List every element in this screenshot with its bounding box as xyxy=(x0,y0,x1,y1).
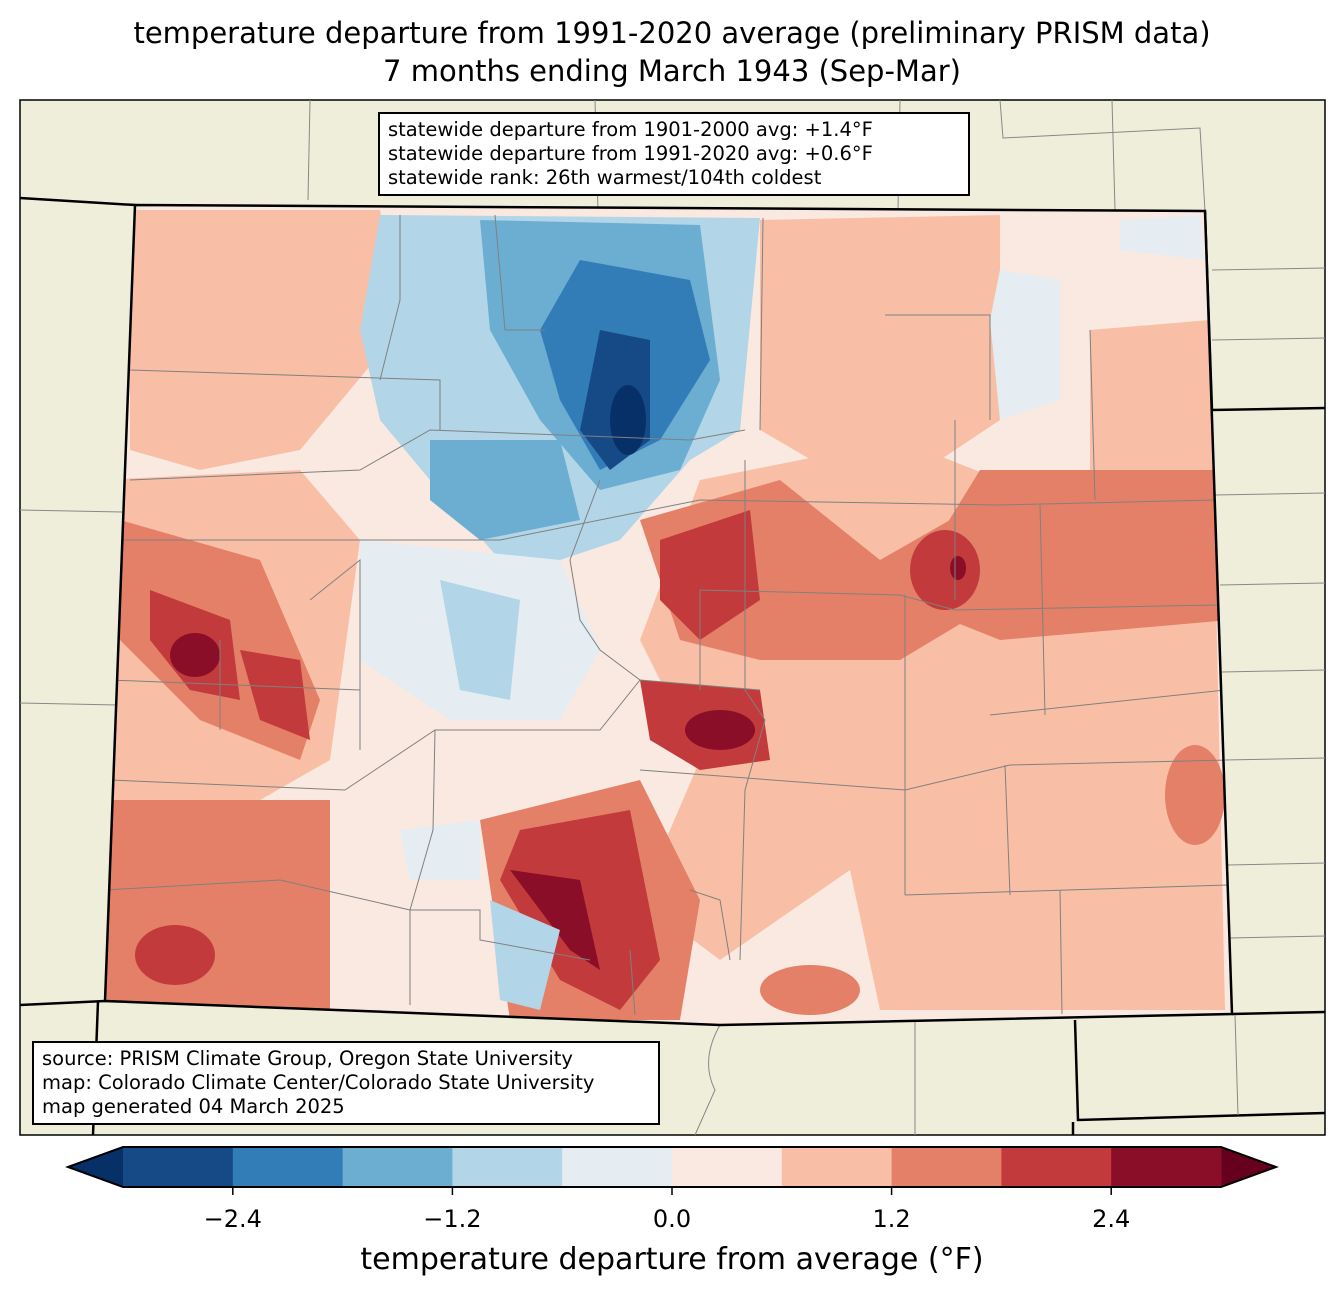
colorbar-segment xyxy=(452,1147,563,1187)
colorbar-segment xyxy=(781,1147,893,1187)
colorbar-under-arrow xyxy=(68,1147,123,1187)
colorado-border xyxy=(103,203,1234,1027)
colorbar-segment xyxy=(1001,1147,1112,1187)
generated-date: map generated 04 March 2025 xyxy=(42,1095,345,1118)
stat-rank: statewide rank: 26th warmest/104th colde… xyxy=(388,166,822,189)
colorado-temperature-map xyxy=(19,99,1326,1136)
colorbar-tick-label: 2.4 xyxy=(1092,1205,1131,1233)
map-subtitle: 7 months ending March 1943 (Sep-Mar) xyxy=(383,54,961,88)
map-credit: map: Colorado Climate Center/Colorado St… xyxy=(42,1071,595,1094)
stat-departure-1901-2000: statewide departure from 1901-2000 avg: … xyxy=(388,118,873,141)
map-title: temperature departure from 1991-2020 ave… xyxy=(133,16,1211,50)
colorbar-segment xyxy=(672,1147,783,1187)
colorbar-label: temperature departure from average (°F) xyxy=(360,1242,984,1277)
source-box: source: PRISM Climate Group, Oregon Stat… xyxy=(32,1041,660,1125)
colorbar-tick-label: −2.4 xyxy=(203,1205,262,1233)
colorbar-segment xyxy=(123,1147,234,1187)
colorbar-outline xyxy=(65,1146,1279,1188)
statewide-stats-box: statewide departure from 1901-2000 avg: … xyxy=(378,112,970,196)
colorbar-tick-label: −1.2 xyxy=(423,1205,482,1233)
colorbar-segment xyxy=(562,1147,673,1187)
colorbar-over-arrow xyxy=(1221,1147,1276,1187)
colorbar-segment xyxy=(891,1147,1002,1187)
colorbar-segment xyxy=(342,1147,453,1187)
stat-departure-1991-2020: statewide departure from 1991-2020 avg: … xyxy=(388,142,873,165)
colorbar-tick-label: 1.2 xyxy=(872,1205,911,1233)
colorbar-segment xyxy=(1111,1147,1222,1187)
temperature-contours xyxy=(105,205,1232,1025)
colorbar xyxy=(65,1146,1279,1195)
colorbar-tick-label: 0.0 xyxy=(652,1205,692,1233)
county-lines xyxy=(105,214,1229,1016)
colorbar-segment xyxy=(232,1147,344,1187)
neighbor-county-lines xyxy=(19,99,1326,1136)
source-credit: source: PRISM Climate Group, Oregon Stat… xyxy=(42,1047,573,1070)
